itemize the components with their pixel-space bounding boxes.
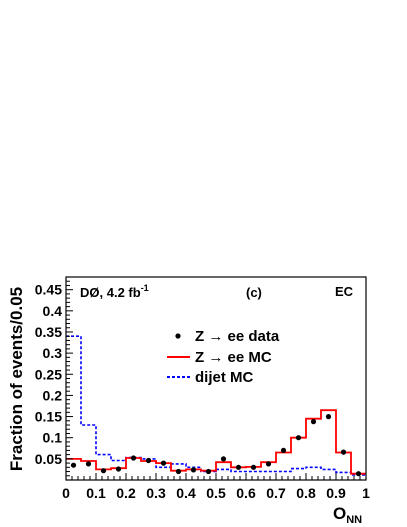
legend-label-data: Z → ee data <box>195 328 280 345</box>
legend-marker-data <box>175 333 181 339</box>
data-point <box>325 414 332 420</box>
z-ee-mc-histogram <box>66 409 366 475</box>
panel-label: (c) <box>246 285 262 300</box>
y-tick-label: 0.15 <box>35 409 62 425</box>
data-point <box>205 468 212 475</box>
y-tick-label: 0.25 <box>35 366 62 382</box>
x-tick-label: 0.1 <box>86 485 106 501</box>
data-point <box>265 461 272 467</box>
y-tick-label: 0.05 <box>35 451 62 467</box>
y-tick-label: 0.2 <box>43 387 63 403</box>
legend-label-z-mc: Z → ee MC <box>195 349 272 366</box>
y-tick-label: 0.1 <box>43 430 63 446</box>
x-tick-label: 0.9 <box>326 485 346 501</box>
axes-layer: 0 0.1 0.2 0.3 0.4 0.5 0.6 0.7 0.8 0.9 1 0.05 0.1 0.15… <box>35 280 370 501</box>
data-point <box>310 419 317 425</box>
data-points-layer <box>70 414 362 477</box>
x-axis-label-subscript: NN <box>346 514 362 526</box>
legend: Z → ee data Z → ee MC dijet MC <box>167 328 280 386</box>
data-point <box>85 461 92 467</box>
data-point <box>355 471 362 477</box>
data-point <box>130 455 137 461</box>
x-tick-label: 0.4 <box>176 485 196 501</box>
data-point <box>70 462 77 468</box>
x-tick-label: 1 <box>362 485 370 501</box>
x-tick-label: 0.6 <box>236 485 256 501</box>
data-point <box>340 449 347 455</box>
data-point <box>175 468 182 475</box>
x-tick-label: 0.7 <box>266 485 286 501</box>
data-point <box>280 447 287 453</box>
x-tick-label: 0 <box>62 485 70 501</box>
data-point <box>295 435 302 441</box>
luminosity-superscript: -1 <box>141 283 149 293</box>
data-point <box>190 467 197 473</box>
x-axis-label: ONN <box>333 504 362 526</box>
data-point <box>115 466 122 472</box>
y-tick-label: 0.3 <box>43 345 63 361</box>
experiment-label: DØ, 4.2 fb-1 <box>80 283 149 300</box>
y-tick-label: 0.45 <box>35 282 62 298</box>
x-tick-label: 0.3 <box>146 485 166 501</box>
data-point <box>100 468 107 474</box>
x-tick-label: 0.8 <box>296 485 316 501</box>
data-point <box>145 457 152 464</box>
x-tick-label: 0.5 <box>206 485 226 501</box>
y-tick-label: 0.4 <box>43 303 63 319</box>
legend-label-dijet-mc: dijet MC <box>195 369 253 386</box>
y-tick-label: 0.35 <box>35 324 62 340</box>
data-point <box>250 464 257 470</box>
y-axis-label: Fraction of events/0.05 <box>7 287 26 471</box>
data-point <box>220 456 227 462</box>
x-tick-label: 0.2 <box>116 485 136 501</box>
region-label: EC <box>335 284 354 299</box>
data-point <box>235 464 242 470</box>
data-point <box>160 460 167 466</box>
